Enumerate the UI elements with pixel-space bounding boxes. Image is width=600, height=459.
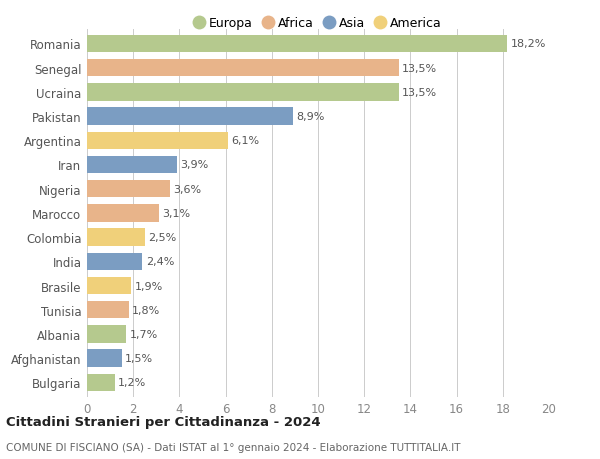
Text: 13,5%: 13,5%: [403, 88, 437, 98]
Legend: Europa, Africa, Asia, America: Europa, Africa, Asia, America: [189, 12, 447, 35]
Text: 13,5%: 13,5%: [403, 63, 437, 73]
Text: 1,9%: 1,9%: [134, 281, 163, 291]
Text: 3,1%: 3,1%: [162, 208, 190, 218]
Text: 1,2%: 1,2%: [118, 378, 146, 387]
Bar: [87, 84, 399, 101]
Text: 3,9%: 3,9%: [181, 160, 209, 170]
Bar: [87, 253, 142, 270]
Bar: [87, 180, 170, 198]
Text: 1,8%: 1,8%: [132, 305, 160, 315]
Text: 3,6%: 3,6%: [173, 184, 202, 194]
Text: 1,7%: 1,7%: [130, 329, 158, 339]
Text: 6,1%: 6,1%: [232, 136, 260, 146]
Bar: [87, 374, 115, 391]
Bar: [87, 350, 122, 367]
Text: 1,5%: 1,5%: [125, 353, 153, 364]
Bar: [87, 302, 128, 319]
Bar: [87, 157, 177, 174]
Bar: [87, 108, 293, 125]
Bar: [87, 325, 126, 343]
Text: 2,5%: 2,5%: [148, 233, 176, 243]
Text: Cittadini Stranieri per Cittadinanza - 2024: Cittadini Stranieri per Cittadinanza - 2…: [6, 415, 320, 428]
Text: 2,4%: 2,4%: [146, 257, 174, 267]
Text: 18,2%: 18,2%: [511, 39, 546, 49]
Text: COMUNE DI FISCIANO (SA) - Dati ISTAT al 1° gennaio 2024 - Elaborazione TUTTITALI: COMUNE DI FISCIANO (SA) - Dati ISTAT al …: [6, 442, 461, 452]
Bar: [87, 60, 399, 77]
Bar: [87, 277, 131, 295]
Bar: [87, 132, 228, 150]
Bar: [87, 205, 158, 222]
Bar: [87, 36, 508, 53]
Bar: [87, 229, 145, 246]
Text: 8,9%: 8,9%: [296, 112, 325, 122]
